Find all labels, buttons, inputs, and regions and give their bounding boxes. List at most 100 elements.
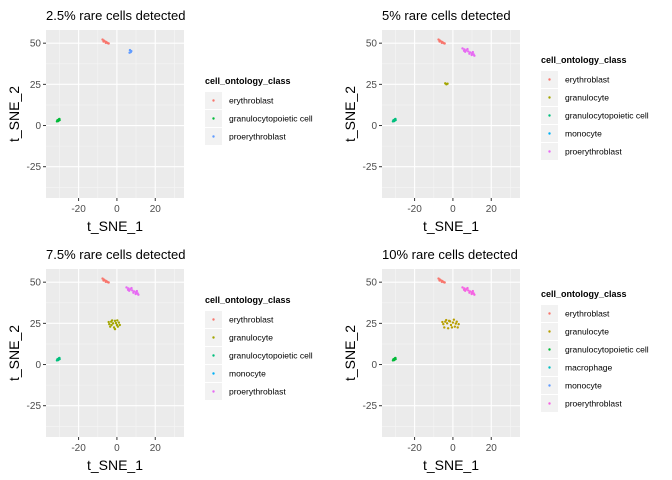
data-point <box>108 322 111 326</box>
data-point <box>118 323 121 327</box>
data-point <box>440 280 443 284</box>
y-tick-label: 0 <box>371 360 377 371</box>
chart-title: 7.5% rare cells detected <box>46 247 185 262</box>
chart-panel-4: 10% rare cells detected -20 0 20 -25 0 25 50 t_S… <box>342 247 649 473</box>
data-point <box>473 293 476 296</box>
data-point <box>468 52 471 55</box>
chart-panel-2: 5% rare cells detected -20 0 20 -25 0 25 50 t_SN… <box>342 8 649 234</box>
legend-swatch <box>548 78 551 81</box>
legend-label: granulocytopoietic cell <box>229 114 313 124</box>
data-point <box>55 359 59 362</box>
plot-area <box>46 269 184 437</box>
data-point <box>451 321 455 324</box>
data-point <box>445 322 449 325</box>
data-point <box>107 281 110 284</box>
y-tick-label: -25 <box>363 162 378 173</box>
data-point <box>110 319 114 322</box>
legend-swatch <box>548 312 551 315</box>
data-point <box>125 286 128 289</box>
y-axis-title: t_SNE_2 <box>342 86 358 142</box>
data-point <box>467 289 470 292</box>
y-tick-label: 50 <box>30 278 42 289</box>
legend-label: granulocyte <box>565 327 609 337</box>
chart-panel-1: 2.5% rare cells detected -20 0 20 -25 0 25 50 t_… <box>6 8 313 234</box>
legend-swatch <box>548 150 551 153</box>
legend-swatch <box>212 372 215 375</box>
chart-title: 2.5% rare cells detected <box>46 8 185 23</box>
x-tick-label: 0 <box>114 443 120 454</box>
legend-label: proerythroblast <box>565 147 622 157</box>
y-tick-label: 25 <box>366 319 378 330</box>
data-point <box>466 286 469 290</box>
data-point <box>55 120 59 123</box>
data-point <box>466 47 469 51</box>
x-tick-label: 20 <box>486 443 498 454</box>
data-point <box>445 83 448 86</box>
legend-label: monocyte <box>565 381 602 391</box>
data-point <box>113 319 117 323</box>
data-point <box>453 325 457 328</box>
data-point <box>102 279 105 282</box>
legend-swatch <box>212 354 215 357</box>
data-point <box>394 117 397 121</box>
data-point <box>443 281 446 284</box>
data-point <box>104 41 108 45</box>
legend: cell_ontology_class erythroblast granulocy… <box>205 295 313 400</box>
legend-label: macrophage <box>565 363 613 373</box>
x-tick-label: -20 <box>71 204 86 215</box>
legend-title: cell_ontology_class <box>541 289 627 299</box>
data-point <box>471 289 475 293</box>
legend-label: monocyte <box>229 369 266 379</box>
y-axis-title: t_SNE_2 <box>6 325 22 381</box>
legend-label: granulocyte <box>565 93 609 103</box>
legend-label: granulocyte <box>229 333 273 343</box>
data-point <box>457 322 460 326</box>
data-point <box>134 292 137 296</box>
legend-title: cell_ontology_class <box>205 76 291 86</box>
legend-label: erythroblast <box>229 315 274 325</box>
data-point <box>116 325 120 328</box>
data-point <box>462 49 466 52</box>
legend-swatch <box>212 135 215 138</box>
data-point <box>441 320 444 324</box>
data-point <box>456 326 459 329</box>
data-point <box>391 120 395 123</box>
data-point <box>110 323 113 327</box>
legend-label: erythroblast <box>565 309 610 319</box>
data-point <box>116 319 119 322</box>
legend-swatch <box>548 402 551 405</box>
data-point <box>132 291 135 294</box>
data-point <box>454 322 457 325</box>
x-axis-title: t_SNE_1 <box>87 218 143 234</box>
legend-title: cell_ontology_class <box>541 55 627 65</box>
x-tick-label: -20 <box>407 443 422 454</box>
legend-swatch <box>212 336 215 339</box>
y-tick-label: -25 <box>363 401 378 412</box>
y-tick-label: 50 <box>30 39 42 50</box>
data-point <box>394 356 397 360</box>
data-point <box>470 292 473 296</box>
x-tick-label: 0 <box>450 204 456 215</box>
data-point <box>107 320 110 324</box>
legend-label: proerythroblast <box>229 387 286 397</box>
data-point <box>117 321 121 324</box>
data-point <box>446 327 450 330</box>
data-point <box>455 320 458 323</box>
legend-label: proerythroblast <box>229 132 286 142</box>
data-point <box>104 280 108 284</box>
x-axis-title: t_SNE_1 <box>423 457 479 473</box>
legend-swatch <box>212 318 215 321</box>
data-point <box>442 322 445 326</box>
y-tick-label: 0 <box>35 121 41 132</box>
data-point <box>126 288 130 291</box>
y-axis-title: t_SNE_2 <box>342 325 358 381</box>
data-point <box>449 323 453 327</box>
legend-label: granulocytopoietic cell <box>229 351 313 361</box>
plot-area <box>382 269 520 437</box>
legend-label: proerythroblast <box>565 399 622 409</box>
data-point <box>461 286 464 289</box>
data-point <box>438 40 441 43</box>
data-point <box>58 117 61 121</box>
data-point <box>113 327 117 331</box>
